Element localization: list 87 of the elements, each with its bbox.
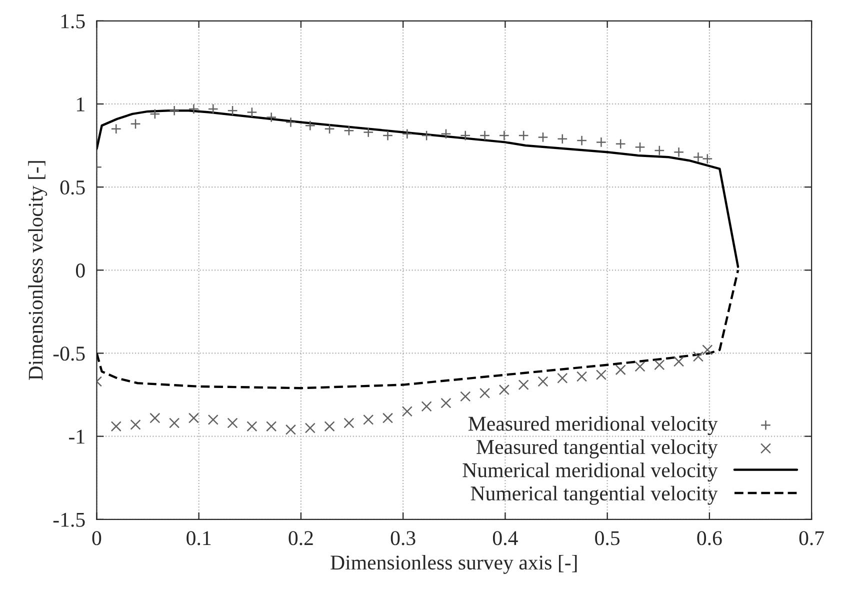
point	[460, 391, 471, 402]
point	[110, 421, 122, 432]
point	[208, 104, 218, 114]
point	[576, 135, 588, 146]
point	[324, 421, 335, 432]
point	[421, 401, 432, 412]
point	[538, 376, 548, 387]
point	[557, 134, 568, 144]
y-tick-label: 1.5	[61, 14, 85, 28]
point	[596, 136, 606, 148]
y-tick-label: 0.5	[60, 180, 85, 195]
point	[421, 130, 432, 141]
point	[634, 142, 646, 152]
point	[227, 418, 238, 428]
point	[674, 356, 684, 367]
point	[596, 370, 606, 380]
point	[702, 154, 713, 164]
point	[169, 418, 180, 428]
y-tick-label: 0	[76, 264, 85, 278]
point	[479, 130, 490, 141]
point	[246, 421, 258, 432]
point	[702, 344, 713, 356]
point	[363, 126, 374, 138]
legend-label: Measured tangential velocity	[476, 439, 718, 458]
point	[208, 414, 218, 425]
x-tick-label: 0.3	[390, 531, 416, 546]
point	[518, 380, 529, 390]
point	[130, 419, 141, 430]
point	[440, 398, 452, 408]
point	[304, 120, 316, 131]
x-tick-label: 0.4	[492, 531, 518, 546]
point	[246, 107, 258, 118]
y-tick-label: -1	[69, 430, 84, 444]
point	[479, 388, 490, 398]
x-tick-label: 0.2	[288, 531, 313, 546]
point	[518, 130, 529, 141]
y-axis-title: Dimensionless velocity [-]	[28, 161, 48, 380]
point	[344, 418, 354, 428]
point	[150, 412, 160, 424]
legend-label: Measured meridional velocity	[468, 416, 718, 436]
point	[266, 112, 277, 123]
point	[382, 412, 394, 424]
legend-label: Numerical tangential velocity	[470, 486, 718, 505]
point	[692, 152, 704, 162]
y-tick-label: -0.5	[53, 346, 85, 361]
point	[227, 105, 238, 116]
legend-label: Numerical meridional velocity	[462, 462, 718, 482]
point	[285, 116, 296, 128]
point	[615, 364, 626, 376]
point	[110, 124, 122, 134]
point	[440, 128, 452, 140]
point	[674, 146, 684, 158]
point	[130, 118, 141, 130]
point	[344, 125, 354, 136]
line-series	[96, 269, 740, 390]
point	[324, 124, 335, 134]
point	[382, 130, 394, 141]
y-tick-label: 1	[77, 97, 84, 112]
point	[498, 130, 510, 141]
x-tick-label: 0.6	[697, 531, 722, 546]
line-series	[96, 110, 740, 268]
x-tick-label: 0	[92, 531, 102, 546]
point	[498, 384, 510, 396]
point	[304, 422, 316, 434]
point	[460, 130, 471, 141]
point	[188, 104, 200, 114]
point	[654, 360, 665, 370]
point	[557, 372, 568, 384]
point	[692, 351, 704, 362]
x-tick-label: 0.7	[799, 531, 824, 546]
point	[654, 145, 665, 156]
point	[150, 108, 160, 120]
point	[538, 132, 548, 142]
point	[363, 414, 374, 425]
point	[402, 406, 412, 417]
point	[266, 421, 277, 432]
point	[188, 412, 200, 424]
point	[402, 128, 412, 140]
point	[169, 105, 180, 116]
point	[634, 361, 646, 372]
x-tick-label: 0.1	[186, 531, 211, 546]
x-axis-title: Dimensionless survey axis [-]	[330, 554, 577, 574]
x-tick-label: 0.5	[595, 531, 620, 546]
point	[615, 138, 626, 150]
point	[576, 371, 588, 382]
y-tick-label: -1.5	[53, 512, 85, 527]
point	[285, 424, 296, 435]
